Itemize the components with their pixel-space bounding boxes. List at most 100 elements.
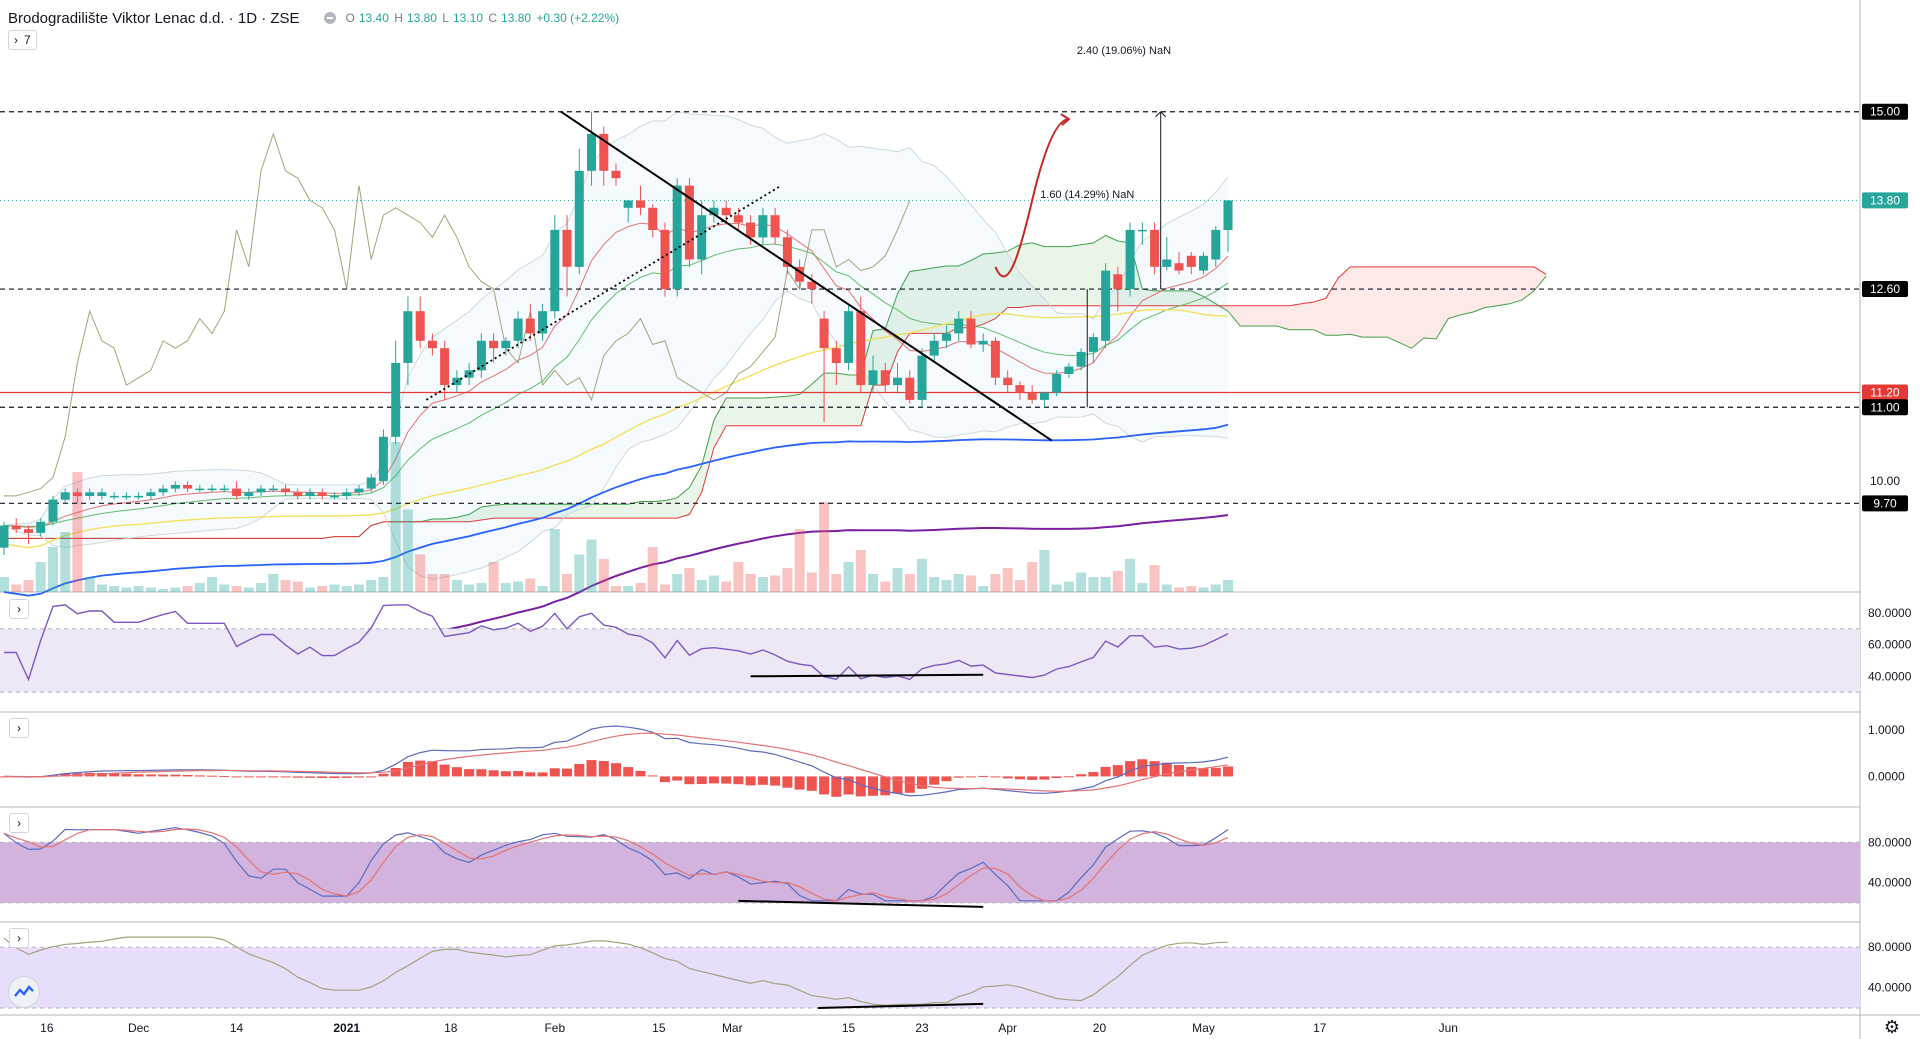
volume-bar [855,550,866,592]
macd-histogram-bar [464,769,475,777]
candle-body [893,377,902,386]
candle-body [697,215,707,260]
macd-histogram-bar [427,761,438,777]
candle-body [1199,255,1208,271]
ichimoku-cloud-segment [444,517,457,522]
volume-bar [1174,587,1184,592]
rsi-tick-label: 80.0000 [1868,606,1912,620]
ichimoku-cloud-segment [1228,305,1241,326]
ema-short [3,222,1229,528]
volume-bar [721,581,732,592]
volume-bar [513,581,524,592]
volume-bar [354,584,364,592]
macd-histogram-bar [745,776,756,786]
ichimoku-cloud-segment [1289,303,1302,330]
macd-histogram-bar [354,776,364,778]
volume-bar [537,586,548,592]
macd-pane-toggle[interactable]: › [9,718,29,738]
candle-body [317,492,327,496]
change-value: +0.30 (+2.22%) [536,11,620,25]
volume-bar [953,574,964,592]
ichimoku-cloud-segment [1301,302,1314,330]
open-value: 13.40 [358,11,389,25]
volume-bar [929,577,940,592]
macd-histogram-bar [268,776,279,778]
volume-bar [1063,581,1074,592]
rsi-pane-toggle[interactable]: › [9,599,29,619]
volume-bar [305,587,315,592]
macd-histogram-bar [868,776,878,796]
candle-body [415,311,425,341]
volume-bar [341,586,352,592]
candle-body [770,215,780,238]
candle-body [550,229,560,312]
price-tick-label: 10.00 [1870,474,1900,488]
volume-bar [96,584,107,592]
ichimoku-cloud-segment [689,465,702,515]
volume-bar [194,583,205,592]
candle-body [1150,229,1160,267]
candle-body [476,340,486,371]
ichimoku-cloud-segment [652,500,665,519]
candle-body [942,333,951,341]
ichimoku-cloud-segment [1521,266,1534,301]
price-label: 15.00 [1870,105,1900,119]
minus-circle-icon[interactable] [323,12,336,24]
macd-histogram-bar [96,772,107,777]
high-value: 13.80 [406,11,437,25]
volume-bar [488,562,499,592]
time-tick-label: 2021 [333,1021,360,1035]
macd-histogram-bar [219,776,230,778]
candle-body [268,488,278,491]
volume-bar [880,581,891,592]
volume-bar [292,581,303,592]
ichimoku-cloud-segment [726,398,739,426]
ichimoku-cloud-segment [591,504,604,519]
stoch-divergence-line [738,899,984,908]
oscillator-tick-label: 80.0000 [1868,940,1912,954]
macd-histogram-bar [256,776,266,778]
volume-bar [1223,580,1233,592]
ichimoku-cloud-segment [946,266,959,334]
volume-bar [806,572,817,592]
bollinger-lower [3,290,1229,580]
candle-body [1223,200,1233,230]
volume-bar [500,583,511,592]
ichimoku-cloud-segment [518,504,531,519]
macd-histogram-bar [1063,776,1074,778]
candle-body [403,311,413,363]
price-label-box [1862,399,1908,416]
macd-histogram-bar [1210,767,1221,777]
collapsed-indicators-button[interactable]: › 7 [8,30,37,50]
ichimoku-cloud-segment [713,398,727,448]
forecast-arrow-head [1060,113,1071,126]
macd-histogram-bar [390,768,401,777]
volume-bar [904,574,915,592]
ichimoku-cloud-segment [1007,244,1020,308]
oscillator-pane-toggle[interactable]: › [9,928,29,948]
candle-body [1064,366,1074,374]
macd-histogram-bar [451,767,462,777]
ichimoku-cloud-segment [1019,242,1033,308]
ichimoku-cloud-segment [811,373,825,426]
volume-bar [402,509,413,592]
ichimoku-cloud-segment [1374,266,1388,338]
tradingview-logo-icon[interactable] [8,976,40,1008]
volume-bar [280,580,291,592]
stoch-pane-toggle[interactable]: › [9,813,29,833]
rsi-band [0,628,1860,693]
macd-histogram-bar [892,776,903,794]
ichimoku-cloud-segment [432,519,445,522]
candle-body [195,488,205,491]
gear-icon[interactable]: ⚙ [1883,1017,1901,1037]
volume-bar [133,586,144,592]
volume-bar [1002,568,1013,592]
macd-histogram-bar [647,775,658,777]
macd-histogram-bar [329,776,340,779]
ichimoku-cloud-segment [1485,266,1498,308]
volume-bar [990,574,1001,592]
low-key: L [442,11,449,25]
symbol-title[interactable]: Brodogradilište Viktor Lenac d.d. · 1D ·… [8,9,300,27]
volume-bar [525,578,536,592]
